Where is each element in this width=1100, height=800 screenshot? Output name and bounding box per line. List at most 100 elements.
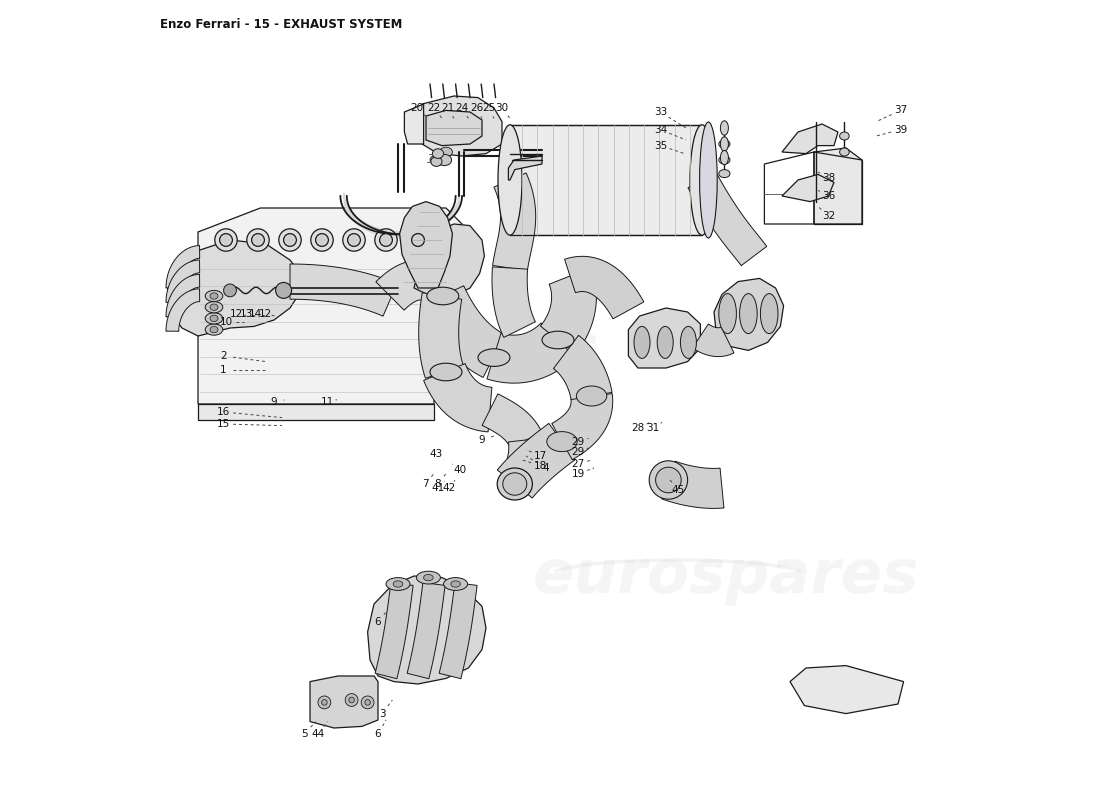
Text: 6: 6 [375, 618, 382, 627]
Polygon shape [419, 293, 463, 378]
Text: 10: 10 [219, 317, 232, 326]
Ellipse shape [386, 578, 410, 590]
Polygon shape [166, 289, 200, 331]
Ellipse shape [634, 326, 650, 358]
Text: 32: 32 [822, 211, 835, 221]
Polygon shape [424, 364, 492, 432]
Polygon shape [692, 324, 734, 357]
Text: 5: 5 [301, 730, 308, 739]
Polygon shape [540, 268, 596, 354]
Ellipse shape [681, 326, 696, 358]
Ellipse shape [427, 287, 459, 305]
Text: 41: 41 [431, 483, 444, 493]
Ellipse shape [278, 229, 301, 251]
Text: 9: 9 [478, 435, 485, 445]
Ellipse shape [649, 461, 688, 499]
Ellipse shape [720, 137, 728, 151]
Text: 2: 2 [220, 351, 227, 361]
Text: 21: 21 [441, 103, 454, 113]
Ellipse shape [839, 148, 849, 156]
Ellipse shape [206, 290, 223, 302]
Text: 28: 28 [631, 423, 645, 433]
Ellipse shape [210, 326, 218, 333]
Ellipse shape [440, 147, 452, 157]
Ellipse shape [690, 125, 714, 235]
Text: 14: 14 [249, 309, 262, 318]
Polygon shape [492, 267, 536, 338]
Polygon shape [198, 208, 462, 404]
Ellipse shape [311, 229, 333, 251]
Ellipse shape [210, 315, 218, 322]
Ellipse shape [497, 468, 532, 500]
Polygon shape [493, 173, 536, 270]
Text: 24: 24 [455, 103, 469, 113]
Ellipse shape [839, 132, 849, 140]
Ellipse shape [718, 170, 730, 178]
Text: 8: 8 [434, 479, 441, 489]
Ellipse shape [451, 581, 461, 587]
Polygon shape [814, 148, 862, 224]
Ellipse shape [276, 282, 292, 298]
Ellipse shape [576, 386, 607, 406]
Text: 11: 11 [321, 397, 334, 406]
Ellipse shape [432, 149, 443, 158]
Text: 29: 29 [571, 447, 584, 457]
Ellipse shape [718, 156, 730, 164]
Polygon shape [714, 278, 783, 350]
Text: 30: 30 [495, 103, 508, 113]
Ellipse shape [206, 324, 223, 335]
Text: 34: 34 [653, 125, 667, 134]
Text: 44: 44 [311, 730, 324, 739]
Ellipse shape [407, 229, 429, 251]
Polygon shape [439, 582, 477, 678]
Polygon shape [166, 260, 200, 302]
Text: 20: 20 [410, 103, 424, 113]
Polygon shape [564, 256, 644, 319]
Ellipse shape [739, 294, 757, 334]
Text: 37: 37 [894, 106, 908, 115]
Ellipse shape [547, 431, 578, 451]
Ellipse shape [206, 302, 223, 313]
Ellipse shape [349, 697, 354, 702]
Ellipse shape [411, 234, 425, 246]
Text: 9: 9 [271, 397, 277, 406]
Text: 40: 40 [454, 466, 467, 475]
Text: 43: 43 [430, 450, 443, 459]
Ellipse shape [316, 234, 329, 246]
Ellipse shape [321, 699, 327, 706]
Ellipse shape [720, 150, 728, 165]
Ellipse shape [760, 294, 778, 334]
Polygon shape [782, 124, 838, 154]
Polygon shape [508, 156, 542, 180]
Polygon shape [661, 461, 724, 509]
Ellipse shape [417, 571, 440, 584]
Text: eurospares: eurospares [212, 322, 600, 382]
Polygon shape [790, 666, 903, 714]
Ellipse shape [656, 467, 681, 493]
Text: 12: 12 [230, 309, 243, 318]
Polygon shape [487, 323, 575, 383]
Polygon shape [198, 404, 434, 420]
Text: 1: 1 [220, 365, 227, 374]
Text: 12: 12 [258, 309, 272, 318]
Text: 13: 13 [240, 309, 253, 318]
Text: 31: 31 [646, 423, 659, 433]
Text: 39: 39 [894, 125, 908, 134]
Polygon shape [422, 96, 502, 156]
Text: 4: 4 [542, 463, 549, 473]
Text: 19: 19 [571, 469, 584, 478]
Text: 6: 6 [375, 730, 382, 739]
Ellipse shape [657, 326, 673, 358]
Ellipse shape [210, 304, 218, 310]
Ellipse shape [503, 473, 527, 495]
Ellipse shape [498, 125, 522, 235]
Ellipse shape [542, 331, 574, 349]
Text: 27: 27 [571, 459, 584, 469]
Ellipse shape [430, 363, 462, 381]
Ellipse shape [246, 229, 270, 251]
Ellipse shape [214, 229, 238, 251]
Ellipse shape [318, 696, 331, 709]
Ellipse shape [379, 234, 393, 246]
Polygon shape [420, 286, 505, 378]
Text: 45: 45 [671, 485, 684, 494]
